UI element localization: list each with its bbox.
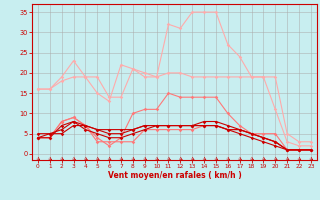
X-axis label: Vent moyen/en rafales ( km/h ): Vent moyen/en rafales ( km/h ) — [108, 171, 241, 180]
